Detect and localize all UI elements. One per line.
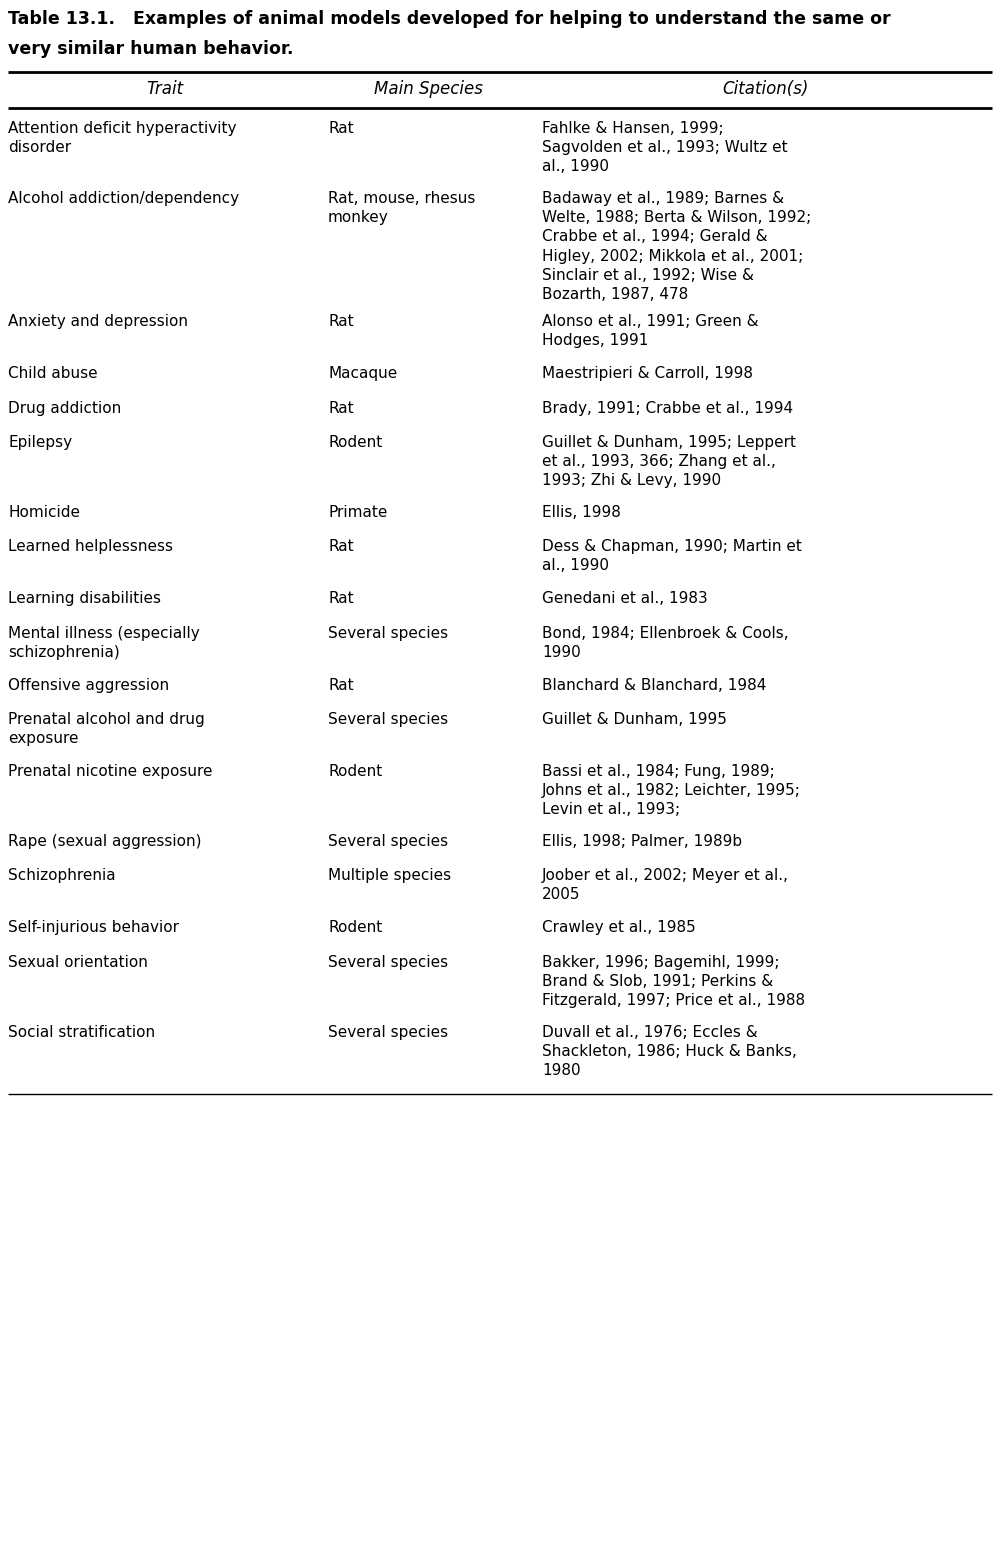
Text: Several species: Several species xyxy=(328,712,448,726)
Text: very similar human behavior.: very similar human behavior. xyxy=(8,40,294,57)
Text: Rape (sexual aggression): Rape (sexual aggression) xyxy=(8,833,202,849)
Text: Rodent: Rodent xyxy=(328,435,382,450)
Text: Genedani et al., 1983: Genedani et al., 1983 xyxy=(542,591,708,607)
Text: Rat, mouse, rhesus
monkey: Rat, mouse, rhesus monkey xyxy=(328,191,475,225)
Text: Badaway et al., 1989; Barnes &
Welte, 1988; Berta & Wilson, 1992;
Crabbe et al.,: Badaway et al., 1989; Barnes & Welte, 19… xyxy=(542,191,811,303)
Text: Rodent: Rodent xyxy=(328,920,382,936)
Text: Learned helplessness: Learned helplessness xyxy=(8,539,173,554)
Text: Main Species: Main Species xyxy=(374,81,482,98)
Text: Mental illness (especially
schizophrenia): Mental illness (especially schizophrenia… xyxy=(8,625,200,660)
Text: Rodent: Rodent xyxy=(328,764,382,779)
Text: Rat: Rat xyxy=(328,678,354,692)
Text: Guillet & Dunham, 1995; Leppert
et al., 1993, 366; Zhang et al.,
1993; Zhi & Lev: Guillet & Dunham, 1995; Leppert et al., … xyxy=(542,435,796,489)
Text: Attention deficit hyperactivity
disorder: Attention deficit hyperactivity disorder xyxy=(8,121,237,155)
Text: Several species: Several species xyxy=(328,833,448,849)
Text: Joober et al., 2002; Meyer et al.,
2005: Joober et al., 2002; Meyer et al., 2005 xyxy=(542,868,789,902)
Text: Trait: Trait xyxy=(146,81,184,98)
Text: Bond, 1984; Ellenbroek & Cools,
1990: Bond, 1984; Ellenbroek & Cools, 1990 xyxy=(542,625,789,660)
Text: Homicide: Homicide xyxy=(8,504,80,520)
Text: Drug addiction: Drug addiction xyxy=(8,400,121,416)
Text: Ellis, 1998: Ellis, 1998 xyxy=(542,504,621,520)
Text: Crawley et al., 1985: Crawley et al., 1985 xyxy=(542,920,696,936)
Text: Child abuse: Child abuse xyxy=(8,366,98,382)
Text: Macaque: Macaque xyxy=(328,366,397,382)
Text: Self-injurious behavior: Self-injurious behavior xyxy=(8,920,179,936)
Text: Several species: Several species xyxy=(328,625,448,641)
Text: Primate: Primate xyxy=(328,504,387,520)
Text: Rat: Rat xyxy=(328,539,354,554)
Text: Rat: Rat xyxy=(328,400,354,416)
Text: Duvall et al., 1976; Eccles &
Shackleton, 1986; Huck & Banks,
1980: Duvall et al., 1976; Eccles & Shackleton… xyxy=(542,1024,797,1079)
Text: Ellis, 1998; Palmer, 1989b: Ellis, 1998; Palmer, 1989b xyxy=(542,833,742,849)
Text: Alcohol addiction/dependency: Alcohol addiction/dependency xyxy=(8,191,239,206)
Text: Offensive aggression: Offensive aggression xyxy=(8,678,169,692)
Text: Epilepsy: Epilepsy xyxy=(8,435,72,450)
Text: Table 13.1.   Examples of animal models developed for helping to understand the : Table 13.1. Examples of animal models de… xyxy=(8,9,891,28)
Text: Fahlke & Hansen, 1999;
Sagvolden et al., 1993; Wultz et
al., 1990: Fahlke & Hansen, 1999; Sagvolden et al.,… xyxy=(542,121,788,174)
Text: Several species: Several species xyxy=(328,954,448,970)
Text: Learning disabilities: Learning disabilities xyxy=(8,591,161,607)
Text: Sexual orientation: Sexual orientation xyxy=(8,954,148,970)
Text: Prenatal nicotine exposure: Prenatal nicotine exposure xyxy=(8,764,212,779)
Text: Bakker, 1996; Bagemihl, 1999;
Brand & Slob, 1991; Perkins &
Fitzgerald, 1997; Pr: Bakker, 1996; Bagemihl, 1999; Brand & Sl… xyxy=(542,954,805,1007)
Text: Several species: Several species xyxy=(328,1024,448,1040)
Text: Prenatal alcohol and drug
exposure: Prenatal alcohol and drug exposure xyxy=(8,712,205,747)
Text: Rat: Rat xyxy=(328,591,354,607)
Text: Bassi et al., 1984; Fung, 1989;
Johns et al., 1982; Leichter, 1995;
Levin et al.: Bassi et al., 1984; Fung, 1989; Johns et… xyxy=(542,764,801,818)
Text: Anxiety and depression: Anxiety and depression xyxy=(8,314,188,329)
Text: Dess & Chapman, 1990; Martin et
al., 1990: Dess & Chapman, 1990; Martin et al., 199… xyxy=(542,539,802,573)
Text: Blanchard & Blanchard, 1984: Blanchard & Blanchard, 1984 xyxy=(542,678,766,692)
Text: Social stratification: Social stratification xyxy=(8,1024,155,1040)
Text: Rat: Rat xyxy=(328,314,354,329)
Text: Rat: Rat xyxy=(328,121,354,137)
Text: Brady, 1991; Crabbe et al., 1994: Brady, 1991; Crabbe et al., 1994 xyxy=(542,400,793,416)
Text: Maestripieri & Carroll, 1998: Maestripieri & Carroll, 1998 xyxy=(542,366,753,382)
Text: Alonso et al., 1991; Green &
Hodges, 1991: Alonso et al., 1991; Green & Hodges, 199… xyxy=(542,314,759,348)
Text: Multiple species: Multiple species xyxy=(328,868,451,883)
Text: Schizophrenia: Schizophrenia xyxy=(8,868,116,883)
Text: Guillet & Dunham, 1995: Guillet & Dunham, 1995 xyxy=(542,712,727,726)
Text: Citation(s): Citation(s) xyxy=(722,81,808,98)
